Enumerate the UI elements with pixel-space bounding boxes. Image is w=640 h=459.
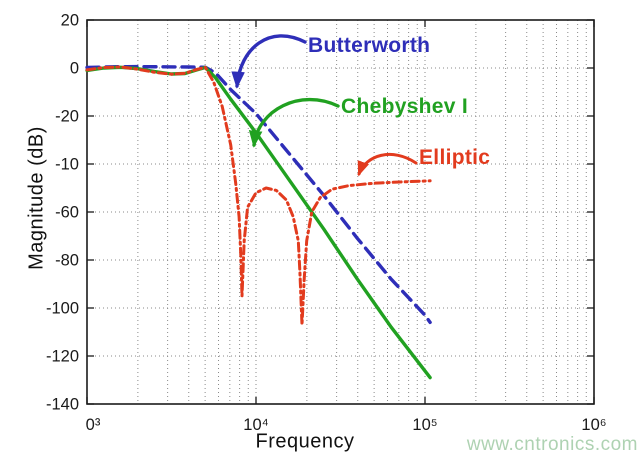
x-tick-label: 10⁶ xyxy=(581,416,606,434)
plot-box xyxy=(86,19,595,405)
series-elliptic xyxy=(85,65,432,327)
y-axis-label: Magnitude (dB) xyxy=(25,126,48,270)
watermark-text: www.cntronics.com xyxy=(466,434,638,455)
y-tick-label: -20 xyxy=(55,108,79,126)
annotation-label-elliptic: Elliptic xyxy=(419,146,491,169)
y-tick-label: -100 xyxy=(46,300,79,318)
y-tick-label: -80 xyxy=(55,252,79,270)
y-tick-label: -120 xyxy=(46,348,79,366)
x-axis-label: Frequency xyxy=(255,430,355,453)
y-tick-label: 20 xyxy=(61,12,79,30)
y-tick-label: 0 xyxy=(70,60,79,78)
annotation-arrow-butterworth xyxy=(231,34,307,89)
series-butterworth xyxy=(85,64,432,325)
annotation-arrow-elliptic xyxy=(357,153,418,177)
y-tick-label: -60 xyxy=(55,204,79,222)
annotation-label-chebyshev-i: Chebyshev I xyxy=(341,95,469,118)
y-tick-label: -140 xyxy=(46,396,79,414)
annotation-label-butterworth: Butterworth xyxy=(308,34,431,57)
annotation-arrow-chebyshev-i xyxy=(248,97,340,148)
x-tick-label: 10⁴ xyxy=(243,416,268,434)
x-tick-label: 10⁵ xyxy=(412,416,437,434)
tick-labels: 20 0 -20 -10 -60 -80 -100 -120 -140 0³ 10⁴ 10⁵ 10⁶ xyxy=(46,12,607,435)
x-tick-label: 0³ xyxy=(86,416,101,434)
y-tick-label: -10 xyxy=(55,156,79,174)
grid-lines xyxy=(87,20,594,404)
